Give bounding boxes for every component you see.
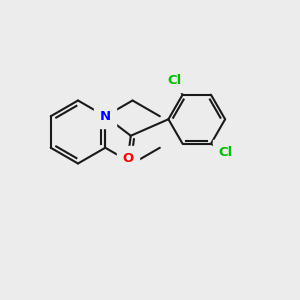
Text: Cl: Cl [218,146,232,159]
Text: Cl: Cl [167,74,182,87]
Text: O: O [122,152,134,165]
Text: N: N [100,110,111,123]
